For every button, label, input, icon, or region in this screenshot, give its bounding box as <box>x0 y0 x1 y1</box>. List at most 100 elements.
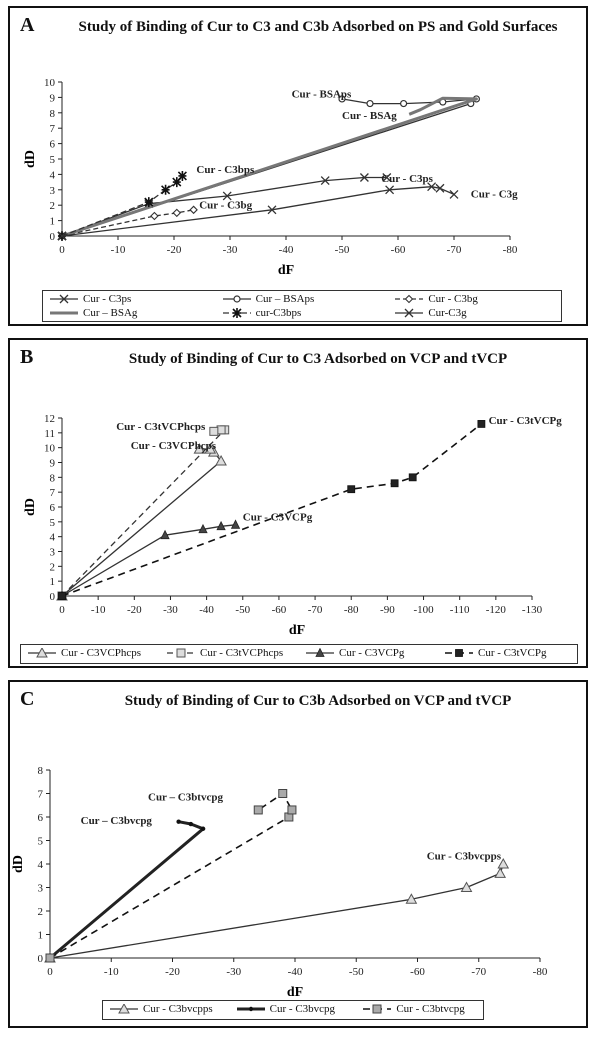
legend-item: Cur - C3VCPg <box>305 647 404 659</box>
data-point <box>198 523 208 534</box>
series-annotation: Cur - C3VCPhcps <box>131 440 217 452</box>
x-tick-label: -20 <box>127 604 142 616</box>
data-point <box>315 648 325 657</box>
data-point <box>359 173 369 182</box>
legend-swatch <box>167 648 195 658</box>
data-point <box>400 99 408 108</box>
series-annotation: Cur – C3bvcpg <box>81 815 153 827</box>
y-tick-label: 6 <box>50 502 56 514</box>
data-point <box>172 208 182 218</box>
data-point <box>59 294 69 304</box>
chart-title: Study of Binding of Cur to C3b Adsorbed … <box>124 693 512 709</box>
series-line <box>61 429 226 597</box>
panel-c: C Study of Binding of Cur to C3b Adsorbe… <box>8 680 588 1028</box>
data-point <box>320 176 330 186</box>
series-annotation: Cur – C3btvcpg <box>148 792 223 804</box>
series-line <box>49 820 205 960</box>
legend-item: Cur - C3tVCPhcps <box>166 647 283 659</box>
x-tick-label: -10 <box>111 244 126 256</box>
legend-label: Cur - C3bg <box>428 293 478 305</box>
data-point <box>144 197 154 208</box>
data-point <box>216 520 226 531</box>
chart-b: 0 -10 -20 -30 -40 -50 -60 -70 -80 -90 -100 -110 -120… <box>23 413 563 638</box>
y-tick-label: 6 <box>38 812 44 824</box>
y-tick-label: 5 <box>50 154 56 166</box>
y-tick-label: 6 <box>50 139 56 151</box>
x-tick-label: -60 <box>410 966 425 978</box>
legend-label: Cur – BSAps <box>255 293 315 305</box>
legend-swatch <box>395 308 424 318</box>
data-point <box>427 182 437 192</box>
data-point <box>189 205 198 215</box>
y-tick-label: 7 <box>50 123 56 135</box>
data-point <box>36 648 48 658</box>
data-point <box>287 805 297 815</box>
data-point <box>176 648 186 658</box>
y-tick-label: 3 <box>38 883 44 895</box>
series-annotation: Cur - BSAps <box>292 88 352 100</box>
x-tick-label: -80 <box>503 244 518 256</box>
data-point <box>233 295 241 303</box>
series-cur-c3bvcpg <box>47 819 206 961</box>
data-point <box>497 857 510 869</box>
legend-swatch <box>50 294 78 304</box>
y-tick-label: 12 <box>44 413 55 425</box>
data-point <box>404 308 414 318</box>
data-point <box>372 1004 382 1014</box>
data-point <box>405 294 414 304</box>
data-point <box>200 826 206 831</box>
legend-item: cur-C3bps <box>222 307 301 319</box>
x-tick-label: -110 <box>450 604 470 616</box>
series-annotation: Cur - C3tVCPg <box>489 415 563 427</box>
x-tick-label: -40 <box>288 966 303 978</box>
data-point <box>405 893 418 904</box>
y-axis-label: dD <box>23 150 38 168</box>
legend-label: Cur - C3ps <box>83 293 132 305</box>
legend-swatch <box>363 1004 392 1014</box>
data-point <box>188 821 194 827</box>
y-tick-label: 5 <box>38 836 44 848</box>
data-point <box>248 1006 253 1012</box>
data-point <box>204 443 217 454</box>
y-tick-label: 2 <box>38 906 44 918</box>
legend-label: Cur - C3bvcpg <box>269 1003 336 1015</box>
panel-label: C <box>20 688 35 710</box>
legend-swatch <box>445 649 473 657</box>
data-point <box>460 881 473 892</box>
y-tick-label: 1 <box>38 930 44 942</box>
panel-label: A <box>20 14 35 36</box>
series-cur-c3btvcpg <box>45 789 297 963</box>
legend-label: Cur - C3VCPhcps <box>61 647 142 659</box>
legend-swatch <box>28 648 56 658</box>
y-tick-label: 0 <box>38 953 44 965</box>
series-cur-bsag <box>61 96 478 238</box>
legend-item: Cur – BSAps <box>222 293 315 305</box>
data-point <box>232 308 242 318</box>
y-tick-label: 3 <box>50 547 56 559</box>
chart-a: 0 -10 -20 -30 -40 -50 -60 -70 -80 0 1 2 3 4 5 6 7 8 9 10 dF d… <box>23 77 518 278</box>
data-point <box>435 183 445 193</box>
legend-item: Cur - C3bg <box>394 293 478 305</box>
x-tick-label: 0 <box>59 244 65 256</box>
series-line <box>61 96 478 238</box>
data-point <box>449 189 459 199</box>
series-annotation: Cur - C3g <box>471 189 518 201</box>
legend-item: Cur - C3bvcpg <box>236 1003 335 1015</box>
y-tick-label: 1 <box>50 576 56 588</box>
data-point <box>118 1004 130 1014</box>
y-tick-label: 10 <box>44 443 56 455</box>
data-point <box>160 529 170 540</box>
x-tick-label: -40 <box>279 244 294 256</box>
data-point <box>477 420 486 428</box>
legend-item: Cur – BSAg <box>49 307 137 319</box>
series-cur-c3vcphcps <box>56 443 227 601</box>
data-point <box>366 99 374 108</box>
series-line <box>61 186 455 237</box>
data-point <box>215 454 227 466</box>
data-point <box>267 205 277 215</box>
x-tick-label: -80 <box>344 604 359 616</box>
series-line <box>61 175 183 237</box>
legend-swatch <box>236 1006 265 1012</box>
y-tick-label: 7 <box>50 487 56 499</box>
series-line <box>61 448 222 597</box>
